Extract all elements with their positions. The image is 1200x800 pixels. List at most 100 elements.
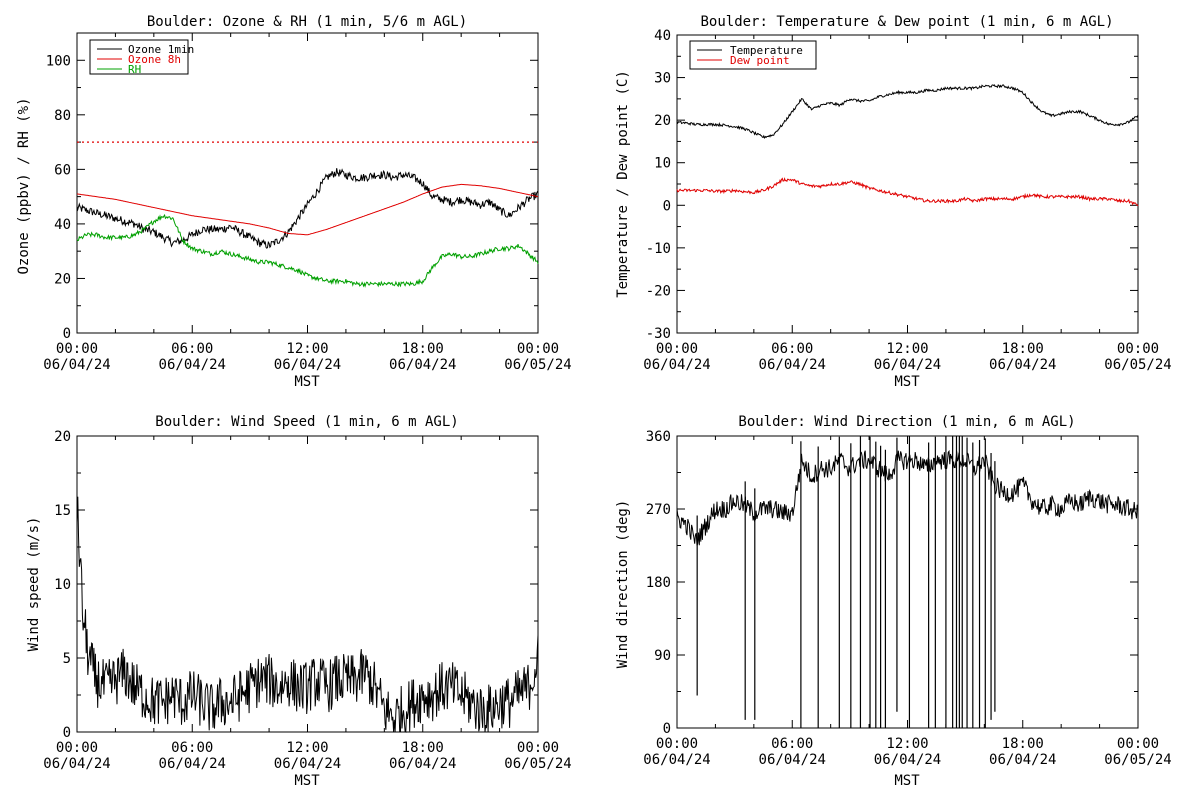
wind-dir-plot-area bbox=[676, 436, 1139, 728]
wind-speed-ytick-label: 10 bbox=[54, 577, 71, 593]
wind-speed-xtick-time: 06:00 bbox=[171, 740, 213, 756]
temp-dew-xtick-date: 06/04/24 bbox=[759, 357, 826, 373]
ozone-rh-xtick-date: 06/05/24 bbox=[504, 357, 571, 373]
wind-speed-xlabel: MST bbox=[294, 773, 320, 789]
temp-dew-xtick-date: 06/04/24 bbox=[643, 357, 710, 373]
wind-speed-xtick-time: 00:00 bbox=[517, 740, 559, 756]
ozone-rh-title: Boulder: Ozone & RH (1 min, 5/6 m AGL) bbox=[147, 14, 467, 30]
panel-temperature-dewpoint: Boulder: Temperature & Dew point (1 min,… bbox=[615, 14, 1172, 390]
wind-dir-xtick-date: 06/05/24 bbox=[1104, 752, 1171, 768]
ozone-rh-ytick-label: 20 bbox=[54, 271, 71, 287]
legend-label-dew-point: Dew point bbox=[730, 54, 790, 67]
ozone-rh-ytick-label: 100 bbox=[46, 53, 71, 69]
ozone-rh-ylabel: Ozone (ppbv) / RH (%) bbox=[16, 97, 32, 274]
ozone-rh-xtick-time: 06:00 bbox=[171, 341, 213, 357]
wind-speed-xtick-date: 06/04/24 bbox=[389, 756, 456, 772]
temp-dew-xtick-time: 12:00 bbox=[886, 341, 928, 357]
wind-speed-ytick-label: 15 bbox=[54, 503, 71, 519]
panel-wind-direction: Boulder: Wind Direction (1 min, 6 m AGL)… bbox=[615, 414, 1172, 789]
wind-speed-xtick-date: 06/05/24 bbox=[504, 756, 571, 772]
wind-dir-xtick-date: 06/04/24 bbox=[989, 752, 1056, 768]
wind-dir-xtick-time: 18:00 bbox=[1002, 736, 1044, 752]
wind-dir-xtick-time: 00:00 bbox=[1117, 736, 1159, 752]
temp-dew-xtick-time: 00:00 bbox=[656, 341, 698, 357]
wind-dir-xtick-date: 06/04/24 bbox=[874, 752, 941, 768]
temp-dew-series-0-line bbox=[676, 84, 1139, 140]
panel-ozone-rh: Boulder: Ozone & RH (1 min, 5/6 m AGL) O… bbox=[16, 14, 572, 390]
ozone-rh-ytick-label: 0 bbox=[63, 326, 71, 342]
wind-speed-ytick-label: 0 bbox=[63, 725, 71, 741]
temp-dew-ytick-label: 20 bbox=[654, 113, 671, 129]
ozone-rh-series-1-line bbox=[76, 183, 539, 236]
temp-dew-ytick-label: 10 bbox=[654, 156, 671, 172]
wind-speed-xtick-time: 12:00 bbox=[286, 740, 328, 756]
temp-dew-title: Boulder: Temperature & Dew point (1 min,… bbox=[700, 14, 1113, 30]
temp-dew-ytick-label: -20 bbox=[646, 283, 671, 299]
wind-speed-xtick-time: 18:00 bbox=[402, 740, 444, 756]
ozone-rh-ytick-label: 40 bbox=[54, 217, 71, 233]
temp-dew-axes: -30-20-1001020304000:0006/04/2406:0006/0… bbox=[643, 28, 1171, 373]
wind-dir-ytick-label: 90 bbox=[654, 648, 671, 664]
wind-dir-axes: 09018027036000:0006/04/2406:0006/04/2412… bbox=[643, 429, 1171, 768]
temp-dew-xtick-time: 06:00 bbox=[771, 341, 813, 357]
wind-speed-ytick-label: 5 bbox=[63, 651, 71, 667]
wind-speed-xtick-date: 06/04/24 bbox=[43, 756, 110, 772]
ozone-rh-axes: 02040608010000:0006/04/2406:0006/04/2412… bbox=[43, 33, 572, 373]
wind-speed-axes: 0510152000:0006/04/2406:0006/04/2412:000… bbox=[43, 429, 571, 772]
ozone-rh-plot-area bbox=[76, 141, 539, 288]
ozone-rh-xlabel: MST bbox=[294, 374, 320, 390]
ozone-rh-ytick-label: 80 bbox=[54, 108, 71, 124]
wind-dir-xtick-date: 06/04/24 bbox=[643, 752, 710, 768]
temp-dew-ytick-label: 0 bbox=[663, 198, 671, 214]
ozone-rh-ytick-label: 60 bbox=[54, 162, 71, 178]
wind-dir-xlabel: MST bbox=[894, 773, 920, 789]
temp-dew-xtick-date: 06/04/24 bbox=[989, 357, 1056, 373]
wind-dir-ylabel: Wind direction (deg) bbox=[615, 500, 631, 669]
ozone-rh-xtick-time: 12:00 bbox=[286, 341, 328, 357]
ozone-rh-series-2-line bbox=[76, 213, 539, 288]
ozone-rh-xtick-time: 00:00 bbox=[56, 341, 98, 357]
temp-dew-ytick-label: 30 bbox=[654, 71, 671, 87]
ozone-rh-xtick-time: 00:00 bbox=[517, 341, 559, 357]
temp-dew-xtick-time: 18:00 bbox=[1002, 341, 1044, 357]
temp-dew-legend: Temperature Dew point bbox=[689, 40, 817, 70]
temp-dew-xtick-time: 00:00 bbox=[1117, 341, 1159, 357]
temp-dew-ytick-label: -30 bbox=[646, 326, 671, 342]
temp-dew-xtick-date: 06/05/24 bbox=[1104, 357, 1171, 373]
wind-speed-xtick-date: 06/04/24 bbox=[159, 756, 226, 772]
wind-dir-series-0-line bbox=[676, 449, 1139, 546]
wind-speed-series-0-line bbox=[76, 496, 539, 733]
wind-speed-xtick-date: 06/04/24 bbox=[274, 756, 341, 772]
temp-dew-ytick-label: 40 bbox=[654, 28, 671, 44]
legend-label-rh: RH bbox=[128, 63, 141, 76]
wind-dir-xtick-date: 06/04/24 bbox=[759, 752, 826, 768]
temp-dew-ylabel: Temperature / Dew point (C) bbox=[615, 70, 631, 298]
temp-dew-series-1-line bbox=[676, 177, 1139, 207]
wind-speed-ylabel: Wind speed (m/s) bbox=[26, 517, 42, 652]
wind-speed-ytick-label: 20 bbox=[54, 429, 71, 445]
wind-speed-title: Boulder: Wind Speed (1 min, 6 m AGL) bbox=[155, 414, 458, 430]
ozone-rh-legend: Ozone 1min Ozone 8h RH bbox=[89, 39, 194, 76]
wind-dir-ytick-label: 270 bbox=[646, 502, 671, 518]
temp-dew-plot-area bbox=[676, 84, 1139, 207]
ozone-rh-xtick-date: 06/04/24 bbox=[389, 357, 456, 373]
wind-speed-plot-area bbox=[76, 496, 539, 733]
ozone-rh-xtick-date: 06/04/24 bbox=[274, 357, 341, 373]
ozone-rh-legend-box bbox=[89, 39, 189, 75]
wind-dir-ytick-label: 0 bbox=[663, 721, 671, 737]
legend-label-ozone-1min: Ozone 1min bbox=[128, 43, 194, 56]
temp-dew-ytick-label: -10 bbox=[646, 241, 671, 257]
temp-dew-xlabel: MST bbox=[894, 374, 920, 390]
wind-dir-xtick-time: 06:00 bbox=[771, 736, 813, 752]
ozone-rh-xtick-time: 18:00 bbox=[402, 341, 444, 357]
temp-dew-legend-box bbox=[689, 40, 817, 70]
ozone-rh-series-0-line bbox=[76, 168, 539, 249]
legend-label-temperature: Temperature bbox=[730, 44, 803, 57]
wind-dir-ytick-label: 180 bbox=[646, 575, 671, 591]
wind-dir-title: Boulder: Wind Direction (1 min, 6 m AGL) bbox=[738, 414, 1075, 430]
ozone-rh-xtick-date: 06/04/24 bbox=[43, 357, 110, 373]
legend-label-ozone-8h: Ozone 8h bbox=[128, 53, 181, 66]
wind-dir-xtick-time: 00:00 bbox=[656, 736, 698, 752]
